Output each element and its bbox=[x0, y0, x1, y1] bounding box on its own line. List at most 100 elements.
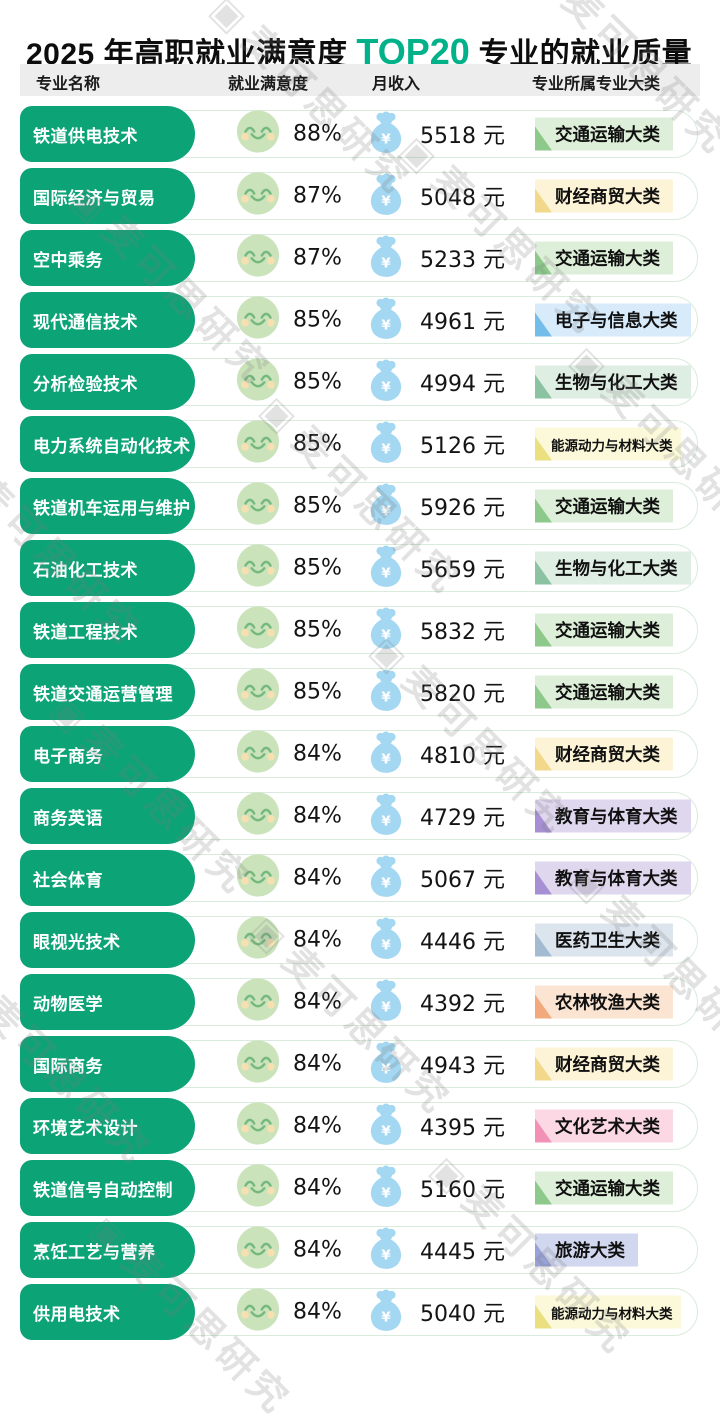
table-row: 分析检验技术 85% ¥ 4994 元 bbox=[0, 351, 720, 413]
category-tag: 能源动力与材料大类 bbox=[535, 427, 681, 461]
major-name-label: 电子商务 bbox=[33, 746, 103, 766]
table-row: 供用电技术 84% ¥ 5040 元 bbox=[0, 1281, 720, 1343]
table-row: 社会体育 84% ¥ 5067 元 教 bbox=[0, 847, 720, 909]
satisfaction-value: 85% bbox=[293, 369, 342, 395]
tag-corner-accent bbox=[535, 1242, 552, 1267]
major-name-label: 空中乘务 bbox=[33, 250, 103, 270]
income-value: 4729 元 bbox=[420, 806, 505, 831]
income-value: 4392 元 bbox=[420, 992, 505, 1017]
major-name-label: 供用电技术 bbox=[33, 1304, 121, 1324]
tag-corner-accent bbox=[535, 994, 552, 1019]
category-tag: 财经商贸大类 bbox=[535, 737, 673, 771]
category-label: 教育与体育大类 bbox=[555, 806, 678, 827]
tag-corner-accent bbox=[535, 250, 552, 275]
svg-text:¥: ¥ bbox=[381, 255, 391, 271]
smiley-face-icon bbox=[235, 295, 281, 346]
satisfaction-value: 88% bbox=[293, 121, 342, 147]
income-value: 5926 元 bbox=[420, 496, 505, 521]
major-name-label: 社会体育 bbox=[33, 870, 103, 890]
income-value: 5160 元 bbox=[420, 1178, 505, 1203]
satisfaction-value: 85% bbox=[293, 431, 342, 457]
table-row: 铁道供电技术 88% ¥ 5518 元 bbox=[0, 103, 720, 165]
satisfaction-value: 84% bbox=[293, 1175, 342, 1201]
satisfaction-value: 84% bbox=[293, 927, 342, 953]
income-value: 5820 元 bbox=[420, 682, 505, 707]
category-label: 交通运输大类 bbox=[555, 496, 660, 517]
tag-corner-accent bbox=[535, 126, 552, 151]
smiley-face-icon bbox=[235, 171, 281, 222]
money-bag-icon: ¥ bbox=[366, 1163, 406, 1214]
major-name-pill: 国际经济与贸易 bbox=[20, 168, 195, 224]
smiley-face-icon bbox=[235, 729, 281, 780]
category-tag: 财经商贸大类 bbox=[535, 1047, 673, 1081]
svg-text:¥: ¥ bbox=[381, 131, 391, 147]
category-label: 教育与体育大类 bbox=[555, 868, 678, 889]
income-value: 5040 元 bbox=[420, 1302, 505, 1327]
smiley-face-icon bbox=[235, 481, 281, 532]
income-value: 4446 元 bbox=[420, 930, 505, 955]
income-value: 4961 元 bbox=[420, 310, 505, 335]
tag-corner-accent bbox=[535, 932, 552, 957]
income-value: 4810 元 bbox=[420, 744, 505, 769]
money-bag-icon: ¥ bbox=[366, 729, 406, 780]
satisfaction-value: 85% bbox=[293, 493, 342, 519]
category-label: 交通运输大类 bbox=[555, 682, 660, 703]
money-bag-icon: ¥ bbox=[366, 853, 406, 904]
table-body: 铁道供电技术 88% ¥ 5518 元 bbox=[0, 103, 720, 1343]
category-tag: 文化艺术大类 bbox=[535, 1109, 673, 1143]
smiley-face-icon bbox=[235, 1287, 281, 1338]
mycos-logo-icon: ▣ bbox=[523, 0, 577, 4]
smiley-face-icon bbox=[235, 977, 281, 1028]
money-bag-icon: ¥ bbox=[366, 233, 406, 284]
tag-corner-accent bbox=[535, 312, 552, 337]
tag-corner-accent bbox=[535, 870, 552, 895]
category-tag: 教育与体育大类 bbox=[535, 861, 691, 895]
tag-corner-accent bbox=[535, 498, 552, 523]
table-row: 铁道交通运营管理 85% ¥ 5820 元 bbox=[0, 661, 720, 723]
tag-corner-accent bbox=[535, 808, 552, 833]
income-value: 5048 元 bbox=[420, 186, 505, 211]
tag-corner-accent bbox=[535, 746, 552, 771]
smiley-face-icon bbox=[235, 1039, 281, 1090]
money-bag-icon: ¥ bbox=[366, 791, 406, 842]
money-bag-icon: ¥ bbox=[366, 357, 406, 408]
income-value: 5659 元 bbox=[420, 558, 505, 583]
table-row: 商务英语 84% ¥ 4729 元 教 bbox=[0, 785, 720, 847]
category-label: 旅游大类 bbox=[555, 1240, 625, 1261]
svg-text:¥: ¥ bbox=[381, 937, 391, 953]
money-bag-icon: ¥ bbox=[366, 1101, 406, 1152]
money-bag-icon: ¥ bbox=[366, 109, 406, 160]
column-header-category: 专业所属专业大类 bbox=[532, 76, 661, 93]
smiley-face-icon bbox=[235, 791, 281, 842]
major-name-pill: 动物医学 bbox=[20, 974, 195, 1030]
category-tag: 能源动力与材料大类 bbox=[535, 1295, 681, 1329]
table-row: 动物医学 84% ¥ 4392 元 农 bbox=[0, 971, 720, 1033]
major-name-pill: 国际商务 bbox=[20, 1036, 195, 1092]
tag-corner-accent bbox=[535, 1304, 552, 1329]
category-tag: 交通运输大类 bbox=[535, 675, 673, 709]
category-tag: 交通运输大类 bbox=[535, 489, 673, 523]
satisfaction-value: 84% bbox=[293, 741, 342, 767]
column-header-satisfaction: 就业满意度 bbox=[228, 76, 309, 93]
category-tag: 医药卫生大类 bbox=[535, 923, 673, 957]
smiley-face-icon bbox=[235, 1101, 281, 1152]
income-value: 5518 元 bbox=[420, 124, 505, 149]
satisfaction-value: 84% bbox=[293, 803, 342, 829]
satisfaction-value: 87% bbox=[293, 183, 342, 209]
tag-corner-accent bbox=[535, 684, 552, 709]
category-label: 交通运输大类 bbox=[555, 1178, 660, 1199]
column-header-major: 专业名称 bbox=[36, 76, 101, 93]
smiley-face-icon bbox=[235, 1163, 281, 1214]
smiley-face-icon bbox=[235, 667, 281, 718]
svg-text:¥: ¥ bbox=[381, 813, 391, 829]
major-name-label: 电力系统自动化技术 bbox=[33, 436, 191, 456]
money-bag-icon: ¥ bbox=[366, 667, 406, 718]
major-name-pill: 空中乘务 bbox=[20, 230, 195, 286]
svg-text:¥: ¥ bbox=[381, 627, 391, 643]
major-name-label: 铁道交通运营管理 bbox=[33, 684, 173, 704]
category-tag: 电子与信息大类 bbox=[535, 303, 691, 337]
category-label: 能源动力与材料大类 bbox=[551, 438, 673, 453]
major-name-pill: 烹饪工艺与营养 bbox=[20, 1222, 195, 1278]
income-value: 5126 元 bbox=[420, 434, 505, 459]
money-bag-icon: ¥ bbox=[366, 295, 406, 346]
